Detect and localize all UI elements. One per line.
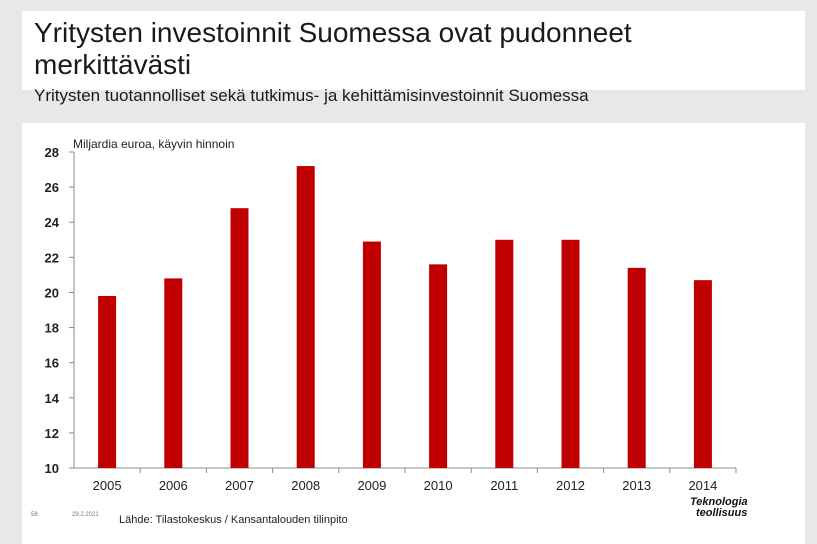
y-tick-label: 20 [45, 285, 59, 300]
y-tick-label: 26 [45, 180, 59, 195]
bar-2008 [296, 166, 315, 469]
y-tick-label: 16 [45, 356, 59, 371]
x-tick-label: 2010 [424, 478, 453, 493]
x-tick-label: 2011 [490, 478, 518, 493]
bar-2012 [561, 239, 580, 468]
y-tick-label: 22 [45, 250, 59, 265]
y-tick-label: 24 [45, 215, 60, 230]
x-tick-label: 2008 [291, 478, 320, 493]
y-tick-label: 28 [45, 145, 59, 160]
teknologiateollisuus-logo: Teknologia teollisuus [690, 497, 748, 519]
logo-line-2: teollisuus [696, 507, 748, 519]
bar-2005 [98, 295, 117, 468]
x-axis: 2005 2006 2007 2008 2009 2010 2011 2012 2013 2014 [93, 468, 737, 493]
x-tick-label: 2006 [159, 478, 188, 493]
bar-2007 [230, 208, 249, 468]
page-title: Yritysten investoinnit Suomessa ovat pud… [34, 17, 632, 80]
x-tick-label: 2013 [622, 478, 651, 493]
x-tick-label: 2012 [556, 478, 585, 493]
x-tick-label: 2005 [93, 478, 122, 493]
y-tick-label: 14 [45, 391, 60, 406]
y-tick-label: 10 [45, 461, 59, 476]
bar-2010 [429, 264, 448, 468]
bar-2006 [164, 278, 183, 468]
source-note: Lähde: Tilastokeskus / Kansantalouden ti… [119, 514, 348, 526]
y-axis-label: Miljardia euroa, käyvin hinnoin [73, 137, 234, 151]
title-box: Yritysten investoinnit Suomessa ovat pud… [22, 11, 805, 90]
bars [98, 166, 712, 469]
chart-panel [22, 123, 805, 544]
page-subtitle: Yritysten tuotannolliset sekä tutkimus- … [34, 86, 589, 105]
slide-date: 29.2.2021 [72, 512, 99, 518]
y-tick-label: 18 [45, 321, 59, 336]
x-tick-label: 2009 [357, 478, 386, 493]
y-tick-label: 12 [45, 426, 59, 441]
bar-2014 [693, 280, 712, 468]
bar-2011 [495, 239, 514, 468]
bar-2009 [362, 241, 381, 468]
logo-line-1: Teknologia [690, 496, 748, 508]
bar-2013 [627, 267, 646, 468]
x-tick-label: 2007 [225, 478, 254, 493]
x-tick-label: 2014 [688, 478, 717, 493]
slide-number: 58 [31, 512, 38, 518]
